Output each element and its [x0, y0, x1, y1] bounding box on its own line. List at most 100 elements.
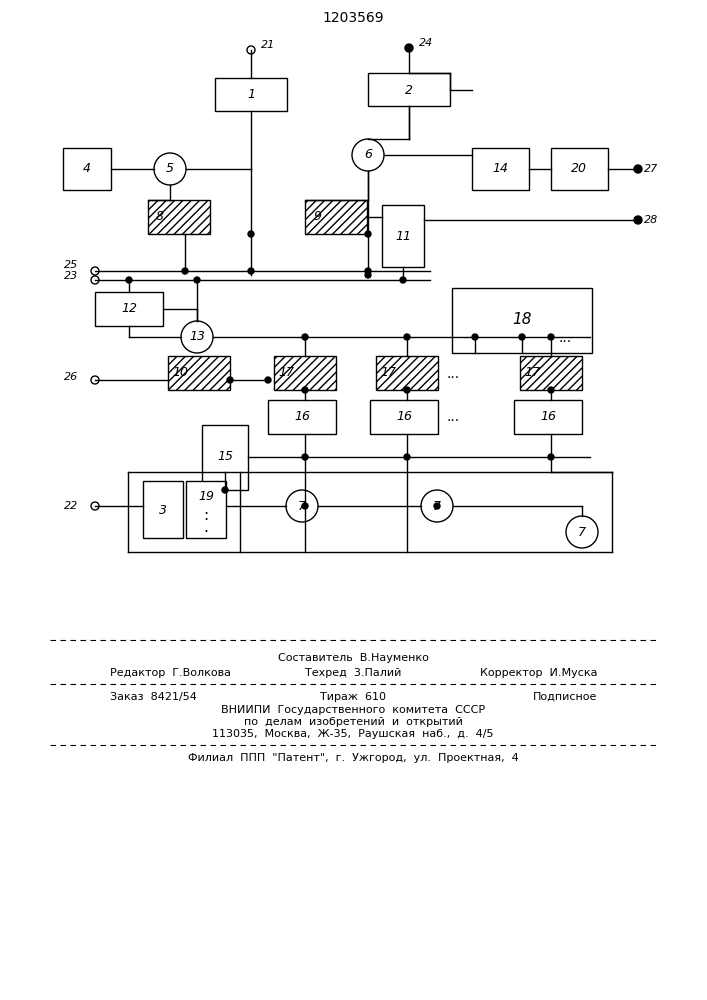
- Bar: [95, 292, 163, 326]
- Circle shape: [181, 321, 213, 353]
- Text: .: .: [204, 520, 209, 534]
- Text: 5: 5: [166, 162, 174, 176]
- Text: Редактор  Г.Волкова: Редактор Г.Волкова: [110, 668, 231, 678]
- Circle shape: [194, 277, 200, 283]
- Text: Заказ  8421/54: Заказ 8421/54: [110, 692, 197, 702]
- Bar: [472, 148, 529, 190]
- Text: 21: 21: [261, 40, 275, 50]
- Circle shape: [519, 334, 525, 340]
- Text: 8: 8: [156, 211, 164, 224]
- Text: 2: 2: [405, 84, 413, 97]
- Circle shape: [302, 454, 308, 460]
- Text: 17: 17: [380, 366, 396, 379]
- Text: 1203569: 1203569: [322, 11, 384, 25]
- Circle shape: [91, 276, 99, 284]
- Bar: [268, 400, 336, 434]
- Bar: [186, 481, 226, 538]
- Bar: [514, 400, 582, 434]
- Circle shape: [404, 387, 410, 393]
- Bar: [370, 400, 438, 434]
- Circle shape: [421, 490, 453, 522]
- Bar: [368, 73, 450, 106]
- Text: Тираж  610: Тираж 610: [320, 692, 386, 702]
- Text: Составитель  В.Науменко: Составитель В.Науменко: [278, 653, 428, 663]
- Text: 10: 10: [172, 366, 188, 379]
- Circle shape: [352, 139, 384, 171]
- Text: ВНИИПИ  Государственного  комитета  СССР: ВНИИПИ Государственного комитета СССР: [221, 705, 485, 715]
- Text: 15: 15: [217, 450, 233, 464]
- Text: 16: 16: [294, 410, 310, 424]
- Text: 7: 7: [298, 499, 306, 512]
- Bar: [551, 148, 608, 190]
- Text: ...: ...: [446, 367, 460, 381]
- Text: 16: 16: [396, 410, 412, 424]
- Text: ...: ...: [559, 331, 571, 345]
- Circle shape: [126, 277, 132, 283]
- Circle shape: [400, 277, 406, 283]
- Bar: [382, 205, 424, 267]
- Bar: [202, 425, 248, 490]
- Circle shape: [265, 377, 271, 383]
- Circle shape: [548, 387, 554, 393]
- Text: Подписное: Подписное: [532, 692, 597, 702]
- Circle shape: [286, 490, 318, 522]
- Circle shape: [302, 387, 308, 393]
- Text: 14: 14: [492, 162, 508, 176]
- Circle shape: [91, 376, 99, 384]
- Bar: [148, 200, 210, 234]
- Text: 12: 12: [121, 302, 137, 316]
- Text: 24: 24: [419, 38, 433, 48]
- Text: 1: 1: [247, 89, 255, 102]
- Circle shape: [248, 231, 254, 237]
- Circle shape: [302, 503, 308, 509]
- Text: 22: 22: [64, 501, 78, 511]
- Text: 19: 19: [198, 490, 214, 504]
- Text: ...: ...: [446, 410, 460, 424]
- Circle shape: [404, 334, 410, 340]
- Text: :: :: [204, 508, 209, 522]
- Circle shape: [91, 502, 99, 510]
- Text: 23: 23: [64, 271, 78, 281]
- Bar: [143, 481, 183, 538]
- Text: 7: 7: [578, 526, 586, 538]
- Bar: [274, 356, 336, 390]
- Text: Техред  3.Палий: Техред 3.Палий: [305, 668, 401, 678]
- Text: 16: 16: [540, 410, 556, 424]
- Circle shape: [222, 487, 228, 493]
- Text: 6: 6: [364, 148, 372, 161]
- Text: по  делам  изобретений  и  открытий: по делам изобретений и открытий: [244, 717, 462, 727]
- Circle shape: [91, 267, 99, 275]
- Circle shape: [182, 268, 188, 274]
- Bar: [520, 356, 582, 390]
- Circle shape: [404, 454, 410, 460]
- Circle shape: [365, 231, 371, 237]
- Bar: [215, 78, 287, 111]
- Text: 20: 20: [571, 162, 587, 176]
- Text: 26: 26: [64, 372, 78, 382]
- Bar: [63, 148, 111, 190]
- Circle shape: [248, 268, 254, 274]
- Circle shape: [154, 153, 186, 185]
- Text: 17: 17: [278, 366, 294, 379]
- Text: 9: 9: [313, 211, 321, 224]
- Circle shape: [365, 268, 371, 274]
- Text: Филиал  ППП  "Патент",  г.  Ужгород,  ул.  Проектная,  4: Филиал ППП "Патент", г. Ужгород, ул. Про…: [187, 753, 518, 763]
- Bar: [305, 200, 367, 234]
- Text: Корректор  И.Муска: Корректор И.Муска: [479, 668, 597, 678]
- Circle shape: [634, 216, 642, 224]
- Text: 27: 27: [644, 164, 658, 174]
- Circle shape: [405, 44, 413, 52]
- Text: 11: 11: [395, 230, 411, 242]
- Bar: [376, 356, 438, 390]
- Circle shape: [365, 272, 371, 278]
- Circle shape: [566, 516, 598, 548]
- Circle shape: [472, 334, 478, 340]
- Text: 25: 25: [64, 260, 78, 270]
- Text: 17: 17: [524, 366, 540, 379]
- Circle shape: [634, 165, 642, 173]
- Circle shape: [548, 454, 554, 460]
- Bar: [452, 288, 592, 353]
- Text: 4: 4: [83, 162, 91, 176]
- Text: 13: 13: [189, 330, 205, 344]
- Bar: [168, 356, 230, 390]
